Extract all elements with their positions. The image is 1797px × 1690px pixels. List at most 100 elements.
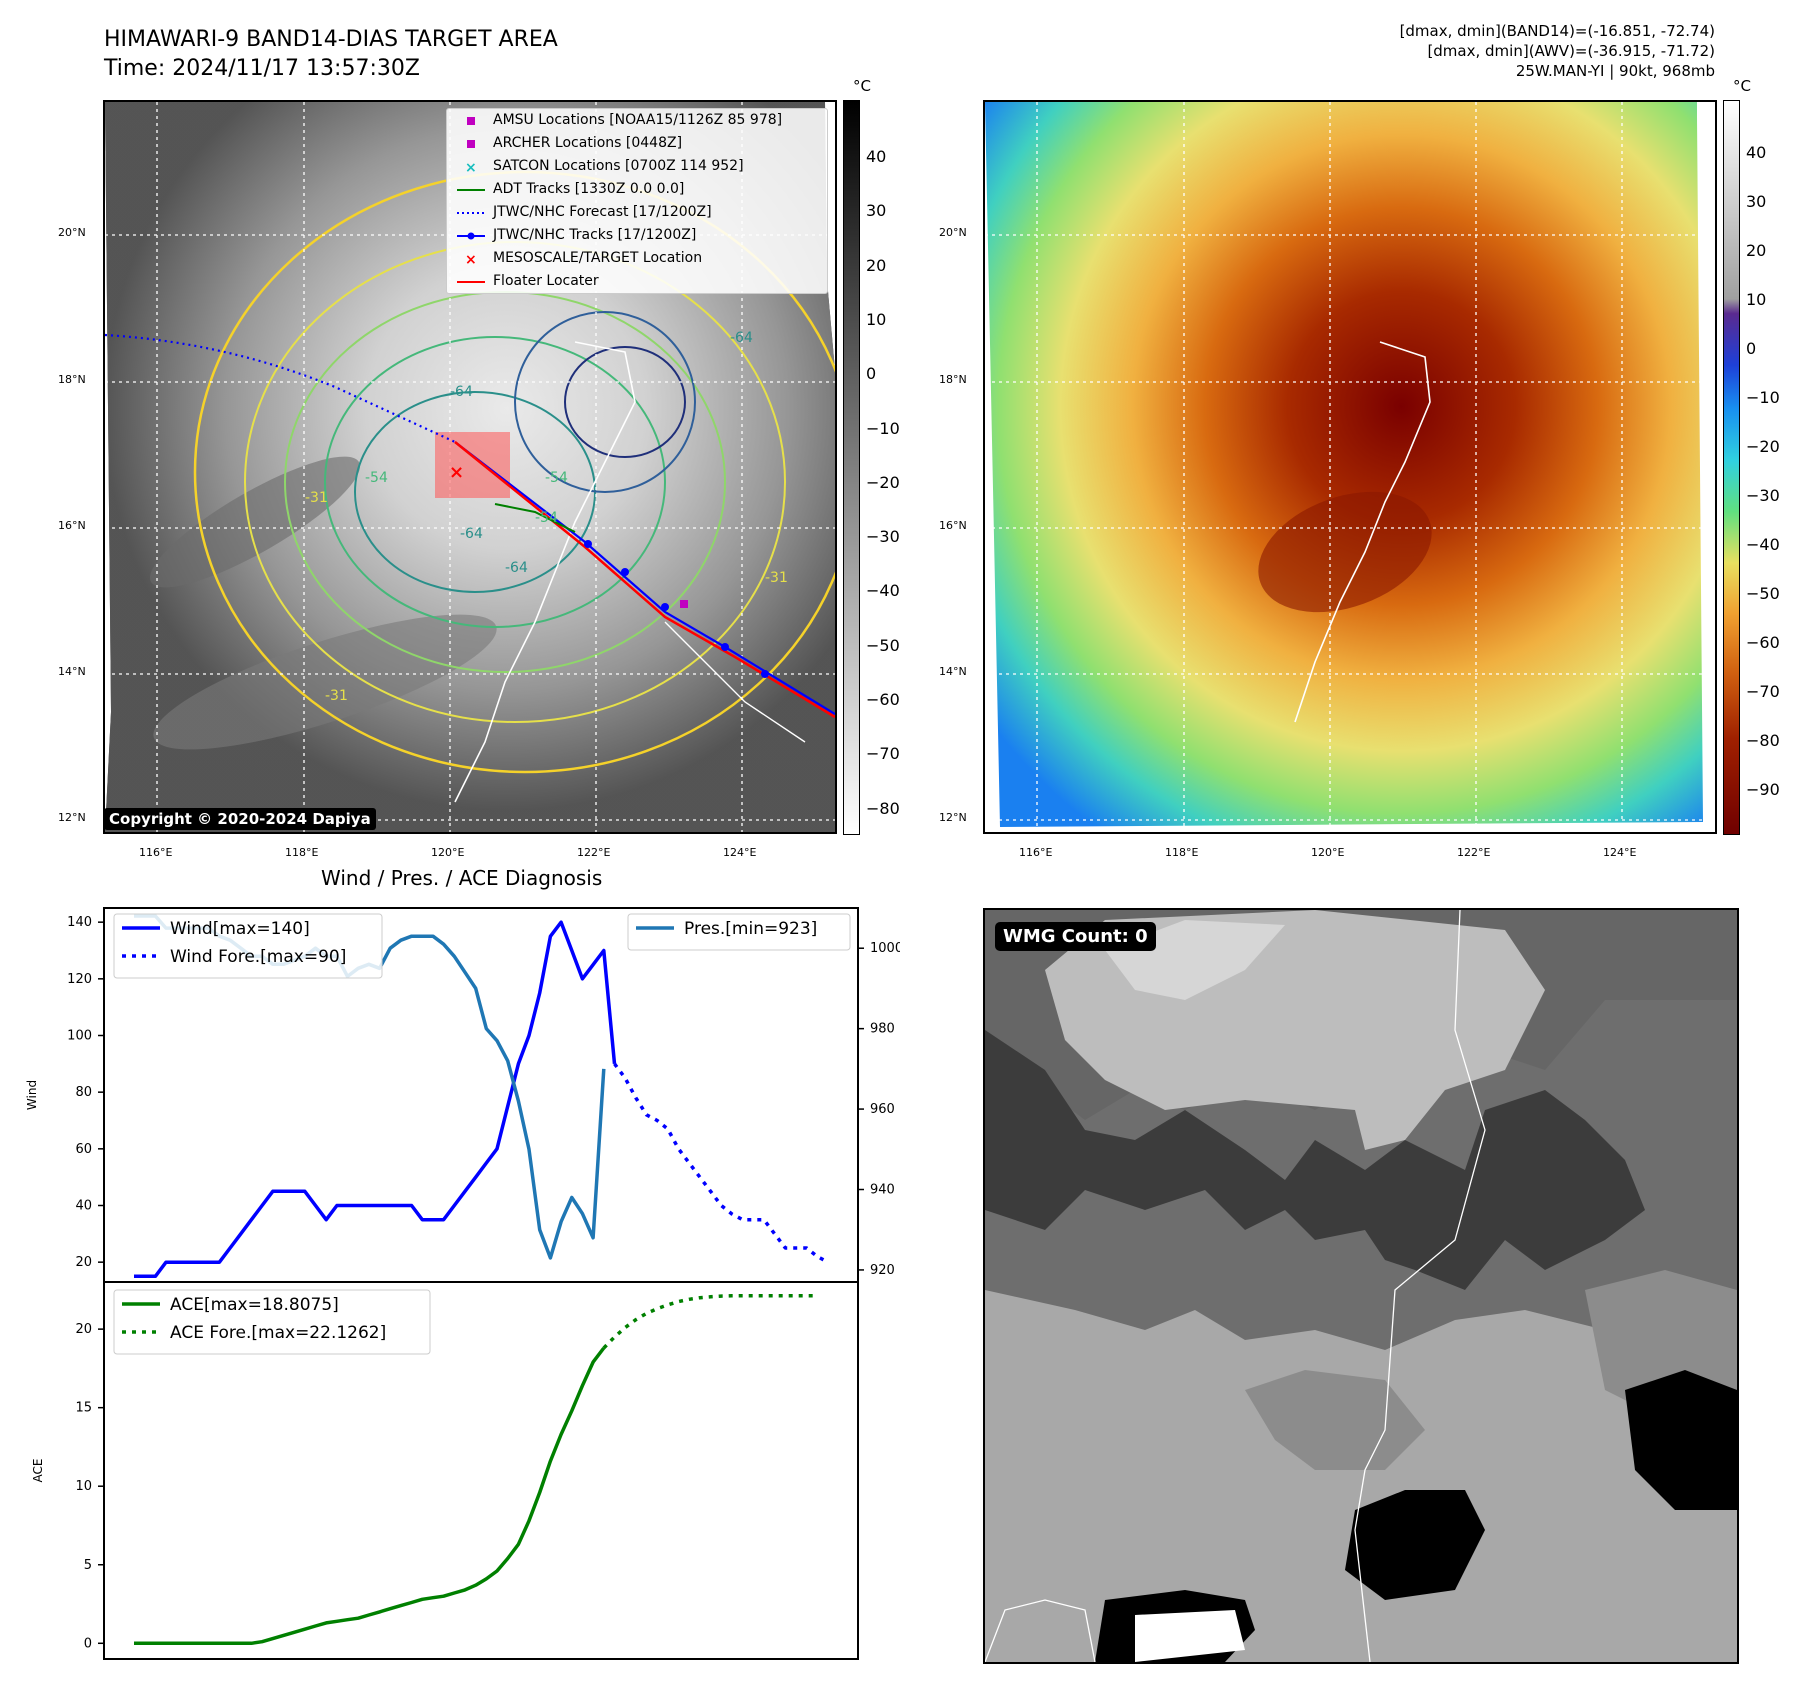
contour-label: -64 xyxy=(730,330,753,346)
legend-item-floater: Floater Locater xyxy=(457,273,599,289)
colorbar-tick: −10 xyxy=(1746,388,1780,407)
colorbar-tick: −30 xyxy=(1746,486,1780,505)
lat-label: 18°N xyxy=(58,373,86,386)
legend-item-amsu: AMSU Locations [NOAA15/1126Z 85 978] xyxy=(447,109,827,132)
jtwc-track-points xyxy=(584,540,769,678)
wv-map-panel xyxy=(983,100,1717,834)
lat-label: 14°N xyxy=(939,665,967,678)
colorbar-left xyxy=(843,100,860,835)
colorbar-right xyxy=(1723,100,1740,835)
colorbar-tick: 40 xyxy=(1746,143,1767,162)
wind-legend-box xyxy=(113,913,383,979)
colorbar-tick: 30 xyxy=(1746,192,1767,211)
colorbar-tick: 10 xyxy=(1746,290,1767,309)
ace-axis-tick-label: 15 xyxy=(75,1401,92,1416)
colorbar-tick: −80 xyxy=(1746,731,1780,750)
colorbar-tick: 0 xyxy=(1746,339,1757,358)
pressure-axis-tick-label: 920 xyxy=(870,1263,895,1278)
pressure-axis-tick-label: 940 xyxy=(870,1183,895,1198)
colorbar-right-unit: °C xyxy=(1733,77,1751,95)
wind-axis-tick-label: 80 xyxy=(75,1085,92,1100)
colorbar-tick: 0 xyxy=(866,364,877,384)
colorbar-tick: −70 xyxy=(866,744,900,764)
ace-frame xyxy=(103,1281,859,1660)
lon-label: 118°E xyxy=(285,846,319,859)
figure-timestamp: Time: 2024/11/17 13:57:30Z xyxy=(104,56,420,81)
colorbar-tick: −60 xyxy=(1746,633,1780,652)
legend-item-archer: ARCHER Locations [0448Z] xyxy=(447,132,827,155)
colorbar-tick: −50 xyxy=(1746,584,1780,603)
legend-item-mesoscale: × MESOSCALE/TARGET Location xyxy=(465,250,703,268)
ace-axis-tick-label: 20 xyxy=(75,1322,92,1337)
colorbar-tick: 10 xyxy=(866,309,887,329)
colorbar-tick: −90 xyxy=(1746,780,1780,799)
wind-legend-label: Wind[max=140] xyxy=(170,919,310,939)
ace-legend-label: ACE Fore.[max=22.1262] xyxy=(170,1323,386,1343)
contour-label: -64 xyxy=(505,560,528,576)
ace-axis-tick-label: 10 xyxy=(75,1479,92,1494)
ace-series-line xyxy=(134,1346,606,1646)
contour-label: -31 xyxy=(325,688,348,704)
colorbar-tick: −40 xyxy=(866,581,900,601)
colorbar-tick: 20 xyxy=(1746,241,1767,260)
lon-label: 124°E xyxy=(1603,846,1637,859)
colorbar-tick: −80 xyxy=(866,798,900,818)
legend-item-jtwc-forecast: JTWC/NHC Forecast [17/1200Z] xyxy=(457,204,712,220)
contour-label: -54 xyxy=(545,470,568,486)
wind-axis-tick-label: 120 xyxy=(67,972,92,987)
mesoscale-target-box xyxy=(435,432,510,498)
lon-label: 118°E xyxy=(1165,846,1199,859)
contour-label: -54 xyxy=(365,470,388,486)
lat-label: 12°N xyxy=(939,811,967,824)
target-x-marker: × xyxy=(449,462,464,483)
wv-map-image xyxy=(985,102,1715,832)
colorbar-tick: 30 xyxy=(866,201,887,221)
info-band14-range: [dmax, dmin](BAND14)=(-16.851, -72.74) xyxy=(1399,22,1715,40)
ace-axis-label: ACE xyxy=(31,1459,45,1483)
colorbar-tick: −70 xyxy=(1746,682,1780,701)
diagnosis-title: Wind / Pres. / ACE Diagnosis xyxy=(321,866,603,890)
lat-label: 20°N xyxy=(58,226,86,239)
contour-label: -31 xyxy=(765,570,788,586)
contour-label: -31 xyxy=(305,490,328,506)
wind-axis-tick-label: 100 xyxy=(67,1029,92,1044)
lat-label: 12°N xyxy=(58,811,86,824)
wmg-panel xyxy=(983,908,1739,1664)
colorbar-tick: −60 xyxy=(866,690,900,709)
pressure-axis-tick-label: 980 xyxy=(870,1022,895,1037)
info-awv-range: [dmax, dmin](AWV)=(-36.915, -71.72) xyxy=(1427,42,1715,60)
wmg-count-badge: WMG Count: 0 xyxy=(995,922,1156,951)
wind-legend-label: Wind Fore.[max=90] xyxy=(170,947,346,967)
colorbar-tick: −20 xyxy=(1746,437,1780,456)
wind-axis-label: Wind xyxy=(25,1080,39,1110)
svg-text:×: × xyxy=(465,160,477,176)
jtwc-track xyxy=(454,441,835,715)
pressure-legend-box xyxy=(627,913,851,951)
colorbar-tick: 40 xyxy=(866,147,887,166)
ace-axis-tick-label: 0 xyxy=(84,1636,92,1651)
lon-label: 120°E xyxy=(1311,846,1345,859)
legend-item-satcon: × SATCON Locations [0700Z 114 952] xyxy=(465,158,744,176)
ace-legend-box xyxy=(113,1289,431,1355)
lon-label: 122°E xyxy=(577,846,611,859)
ace-forecast-line xyxy=(602,1293,818,1350)
ace-axis-tick-label: 5 xyxy=(84,1558,92,1573)
lon-label: 116°E xyxy=(1019,846,1053,859)
colorbar-tick: −20 xyxy=(866,472,900,492)
diagnosis-chart: 20 40 60 80 100 120 140 920 940 960 980 1000 0 5 10 15 2… xyxy=(25,907,900,1660)
wind-axis-tick-label: 140 xyxy=(67,915,92,930)
lon-label: 116°E xyxy=(139,846,173,859)
lat-label: 14°N xyxy=(58,665,86,678)
lat-label: 16°N xyxy=(58,519,86,532)
contour-label: -64 xyxy=(460,526,483,542)
wind-axis-tick-label: 40 xyxy=(75,1199,92,1214)
lat-label: 16°N xyxy=(939,519,967,532)
colorbar-tick: 20 xyxy=(866,255,887,275)
wind-forecast-line xyxy=(613,1062,829,1264)
lon-label: 124°E xyxy=(723,846,757,859)
lon-label: 120°E xyxy=(431,846,465,859)
pressure-legend-label: Pres.[min=923] xyxy=(684,919,817,939)
wind-axis-tick-label: 20 xyxy=(75,1255,92,1270)
colorbar-left-unit: °C xyxy=(853,77,871,95)
lon-label: 122°E xyxy=(1457,846,1491,859)
